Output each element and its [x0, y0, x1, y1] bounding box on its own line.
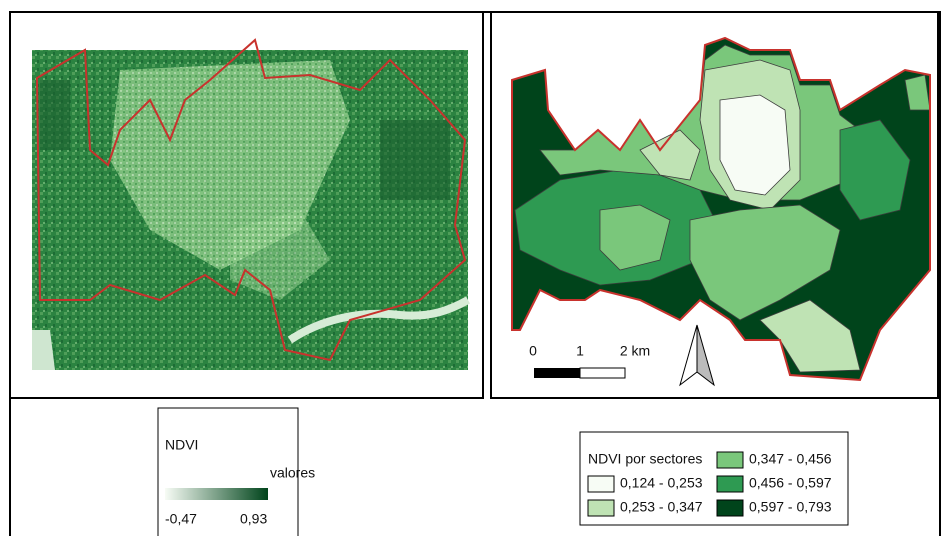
legend-label: 0,124 - 0,253: [620, 475, 703, 491]
legend-swatch: [716, 451, 744, 469]
study-area-boundary: [35, 38, 467, 362]
legend-label: 0,347 - 0,456: [749, 451, 832, 467]
legend-label: 0,456 - 0,597: [749, 475, 832, 491]
ramp-min-label: -0,47: [165, 511, 197, 527]
north-arrow: [679, 324, 715, 387]
ndvi-raster: [32, 50, 470, 370]
scale-label: 1: [576, 343, 584, 359]
legend-swatch: [587, 475, 615, 493]
legend-label: 0,253 - 0,347: [620, 499, 703, 515]
sector-legend: [579, 431, 849, 526]
legend-swatch: [587, 499, 615, 517]
legend-classes: 0,124 - 0,253 0,253 - 0,347 0,347 - 0,456 0…: [587, 451, 832, 517]
scale-bar-segment: [579, 367, 626, 379]
color-ramp: [165, 488, 268, 500]
ndvi-legend: [157, 407, 299, 536]
legend-swatch: [716, 499, 744, 517]
legend-title: NDVI: [165, 437, 198, 453]
legend-title: NDVI por sectores: [588, 451, 702, 467]
legend-label: 0,597 - 0,793: [749, 499, 832, 515]
scale-bar-segment: [534, 368, 580, 378]
sector-boundary: [511, 36, 931, 382]
scale-label: 2 km: [620, 343, 650, 359]
ramp-max-label: 0,93: [240, 511, 267, 527]
scale-label: 0: [529, 343, 537, 359]
legend-swatch: [716, 475, 744, 493]
legend-subtitle: valores: [270, 465, 315, 481]
